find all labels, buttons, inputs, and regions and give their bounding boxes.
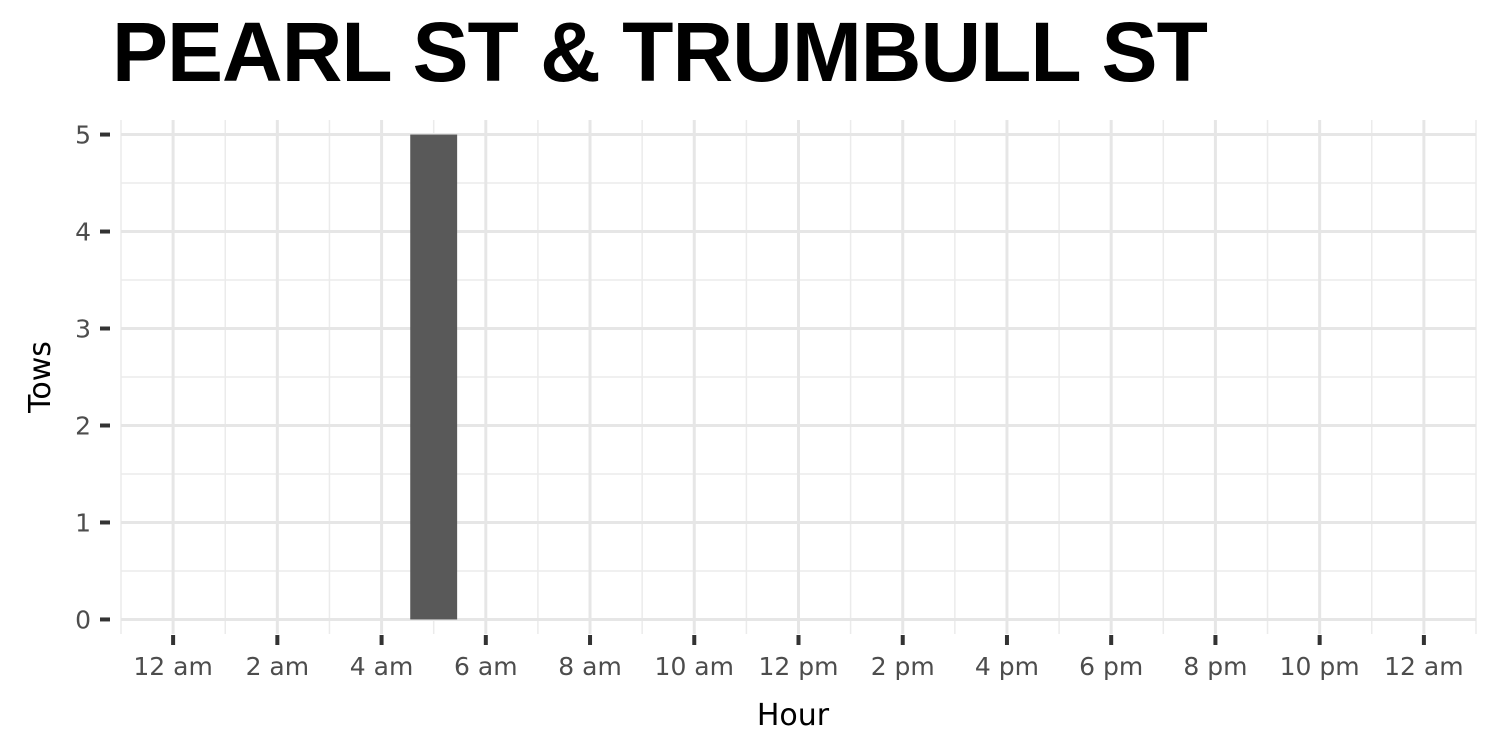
x-tick-label: 8 pm [1183, 652, 1247, 681]
x-axis: 12 am 2 am 4 am 6 am 8 am 10 am 12 pm 2 pm 4 pm 6… [133, 635, 1464, 681]
y-tick-label: 5 [75, 121, 91, 150]
y-tick-label: 4 [75, 218, 91, 247]
y-tick-label: 2 [75, 411, 91, 440]
y-axis-title: Tows [23, 341, 58, 414]
x-tick-label: 12 am [1384, 652, 1463, 681]
y-tick-label: 3 [75, 315, 91, 344]
x-tick-label: 6 am [454, 652, 518, 681]
x-tick-label: 10 am [655, 652, 734, 681]
chart-title: PEARL ST & TRUMBULL ST [112, 5, 1208, 99]
y-tick-label: 1 [75, 508, 91, 537]
x-tick-label: 10 pm [1280, 652, 1360, 681]
x-tick-label: 2 am [246, 652, 310, 681]
x-tick-label: 4 am [350, 652, 414, 681]
x-tick-label: 6 pm [1079, 652, 1143, 681]
x-tick-label: 12 pm [759, 652, 839, 681]
y-axis: 0 1 2 3 4 5 [75, 121, 110, 634]
x-tick-label: 8 am [558, 652, 622, 681]
bars [410, 134, 458, 620]
y-tick-label: 0 [75, 605, 91, 634]
grid-lines [120, 120, 1477, 634]
bar [410, 134, 458, 620]
x-axis-title: Hour [757, 698, 830, 733]
x-tick-label: 12 am [133, 652, 212, 681]
x-tick-label: 2 pm [871, 652, 935, 681]
x-tick-label: 4 pm [975, 652, 1039, 681]
